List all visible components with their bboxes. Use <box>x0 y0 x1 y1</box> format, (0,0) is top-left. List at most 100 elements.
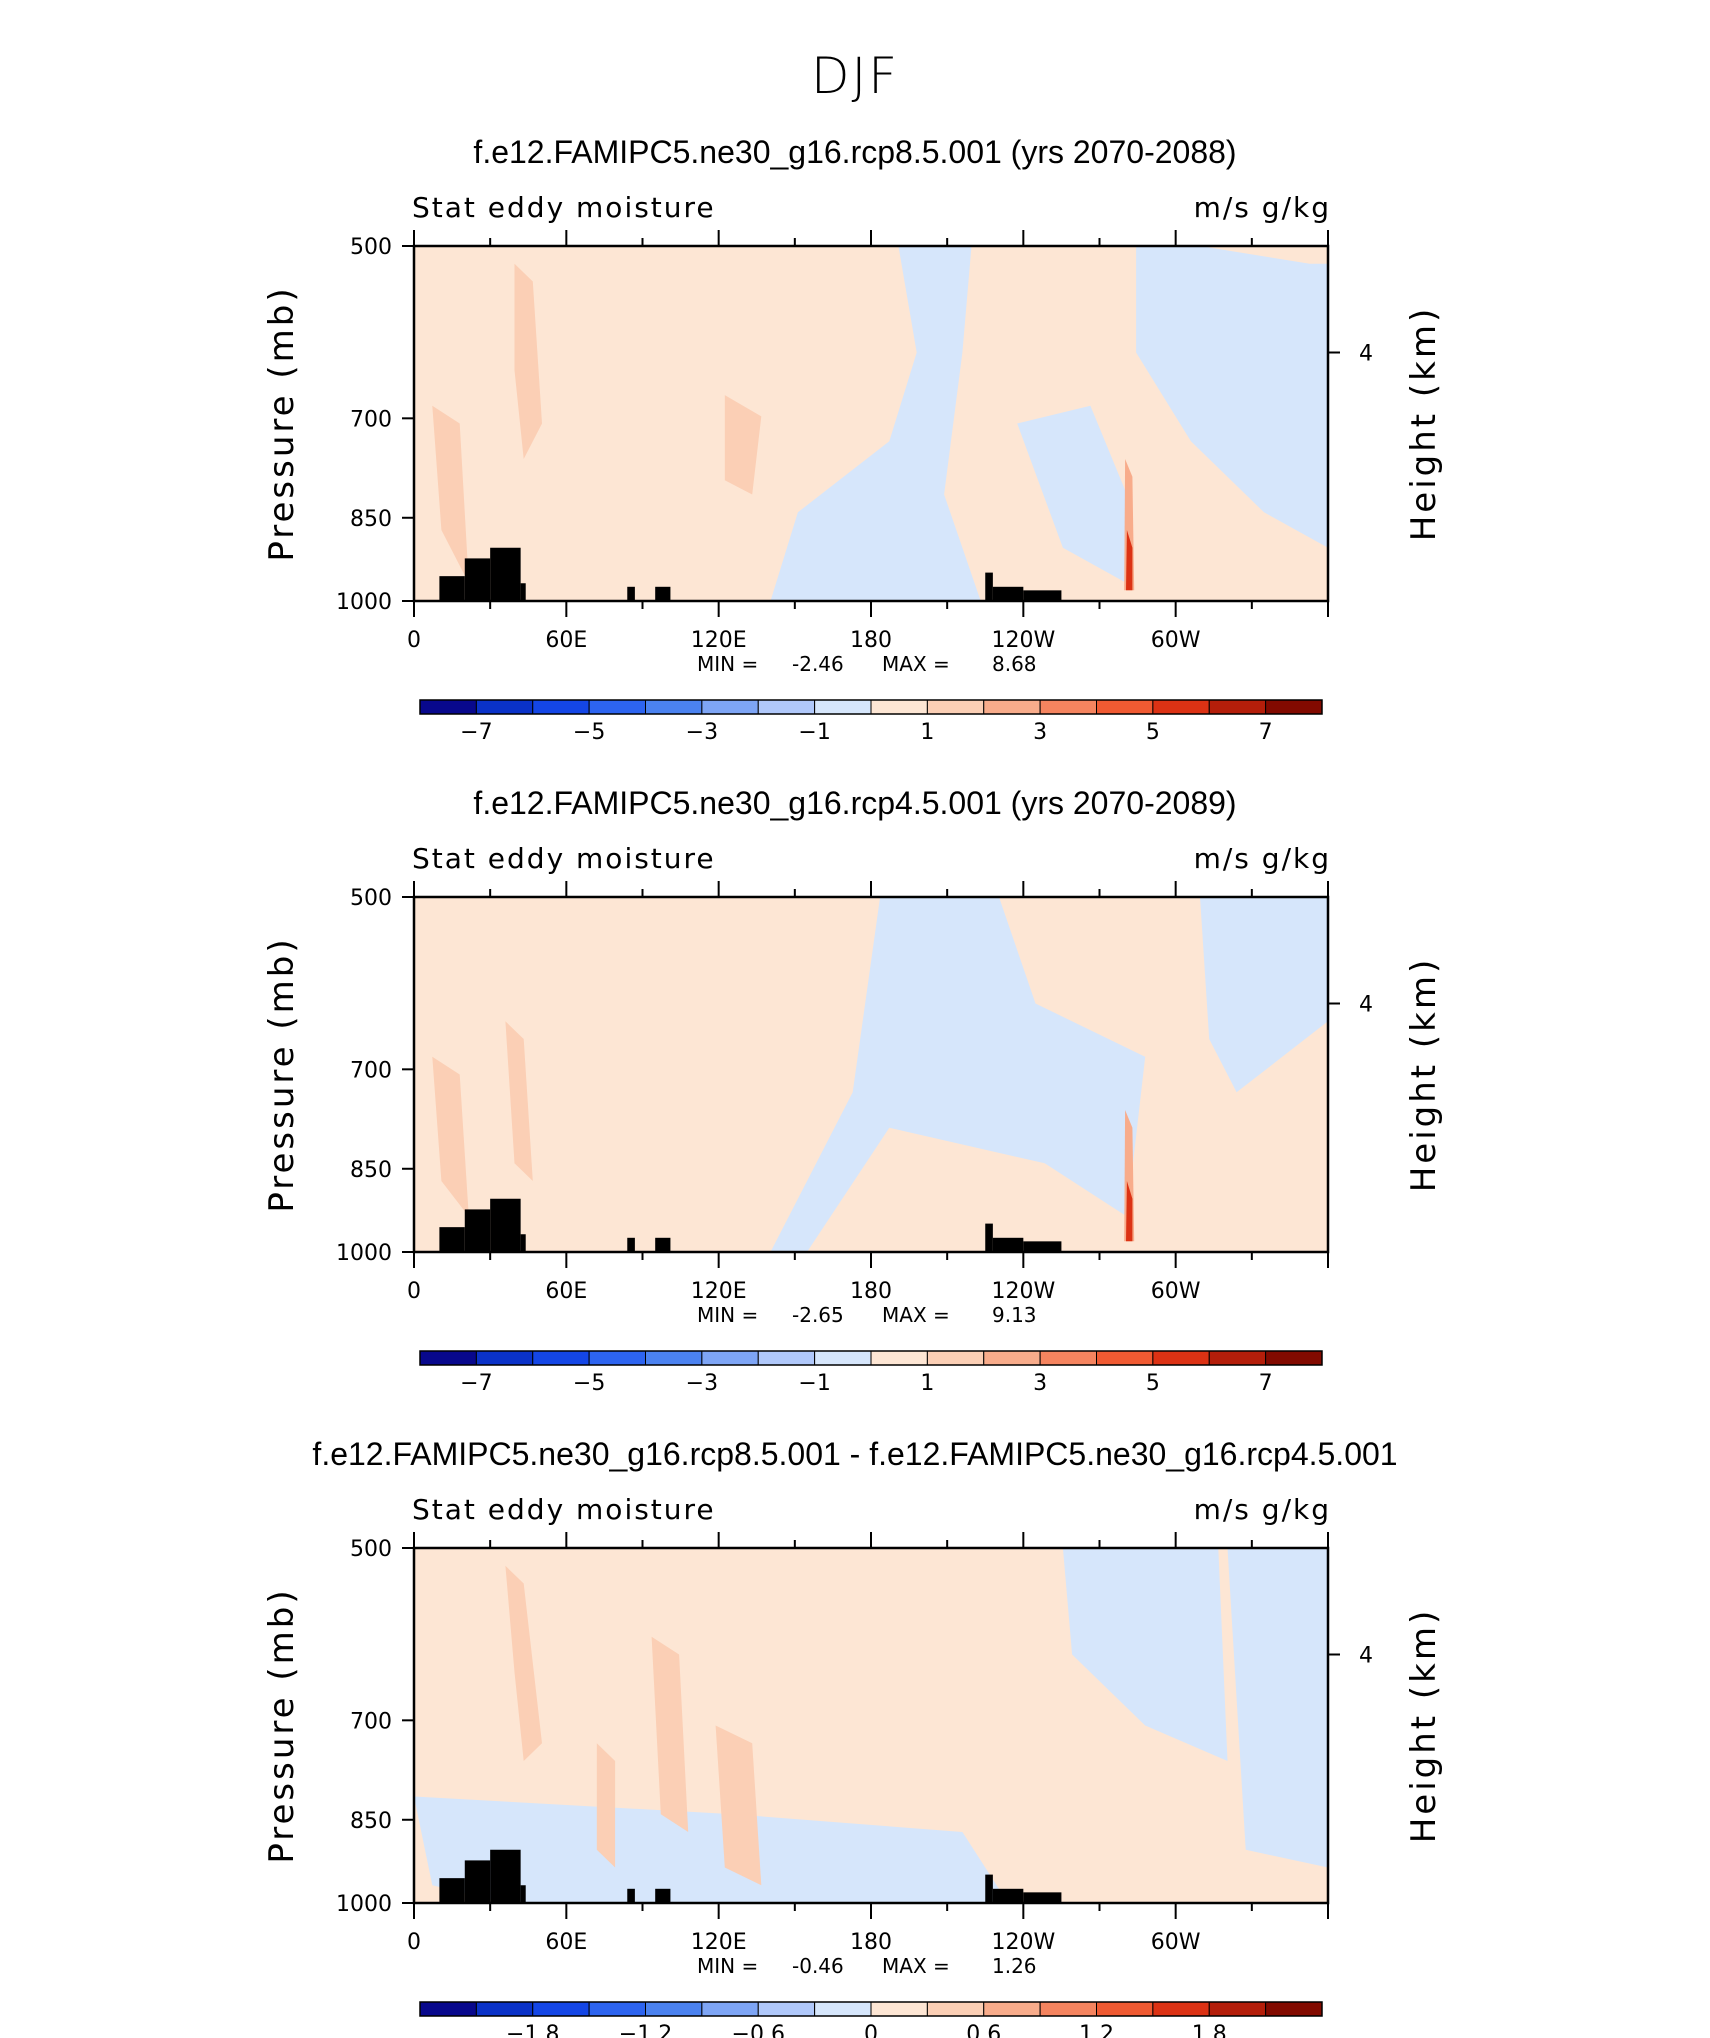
panel-title: f.e12.FAMIPC5.ne30_g16.rcp8.5.001 - f.e1… <box>312 1436 1397 1472</box>
colorbar-label: −3 <box>686 1371 718 1396</box>
colorbar-label: −1.8 <box>506 2022 559 2038</box>
colorbar-box <box>926 1350 985 1366</box>
min-value: -0.46 <box>792 1954 844 1978</box>
contour-region-negative <box>1062 1548 1228 1761</box>
x-tick-label: 120E <box>691 1930 747 1955</box>
topography <box>439 1227 465 1252</box>
y-tick-label: 700 <box>350 1058 392 1083</box>
panel-title: f.e12.FAMIPC5.ne30_g16.rcp8.5.001 (yrs 2… <box>473 134 1236 170</box>
topography <box>655 1237 671 1252</box>
colorbar-box <box>645 699 703 715</box>
topography <box>627 1888 635 1903</box>
contour-region-positive <box>514 263 542 459</box>
y-axis-title: Pressure (mb) <box>262 1587 302 1863</box>
colorbar-label: −1 <box>798 720 830 745</box>
panel-3: f.e12.FAMIPC5.ne30_g16.rcp8.5.001 - f.e1… <box>262 1436 1444 2038</box>
colorbar-box <box>419 699 477 715</box>
min-value: -2.46 <box>792 652 844 676</box>
y-tick-label: 500 <box>350 886 392 911</box>
topography <box>464 558 491 601</box>
colorbar-box <box>1208 699 1267 715</box>
colorbar-box <box>1039 699 1097 715</box>
contour-region-positive <box>432 1056 469 1217</box>
x-tick-label: 60W <box>1151 1279 1201 1304</box>
colorbar-box <box>588 1350 646 1366</box>
max-value: 9.13 <box>992 1303 1037 1327</box>
colorbar-box <box>475 2001 534 2017</box>
y-tick-label: 700 <box>350 1709 392 1734</box>
topography <box>985 1223 993 1252</box>
contour-region-positive <box>596 1743 616 1868</box>
colorbar-box <box>532 2001 590 2017</box>
colorbar-box <box>1208 2001 1267 2017</box>
contour-region-negative <box>1136 246 1328 548</box>
contour-region-positive <box>715 1725 762 1886</box>
topography <box>627 586 635 601</box>
panel-right-label: m/s g/kg <box>1194 191 1331 224</box>
colorbar-frame <box>419 1350 1323 1366</box>
x-tick-label: 0 <box>407 628 421 653</box>
colorbar-box <box>870 699 928 715</box>
contour-region-negative <box>770 246 981 601</box>
y-tick-label: 700 <box>350 407 392 432</box>
figure-title: DJF <box>811 47 899 105</box>
colorbar-label: 5 <box>1146 1371 1160 1396</box>
panel-2: f.e12.FAMIPC5.ne30_g16.rcp4.5.001 (yrs 2… <box>262 785 1444 1396</box>
y-axis-title: Pressure (mb) <box>262 285 302 561</box>
contour-region-positive <box>1126 1181 1133 1242</box>
topography <box>520 1234 526 1252</box>
topography <box>985 1874 993 1903</box>
colorbar-box <box>588 699 646 715</box>
colorbar-label: 7 <box>1259 720 1273 745</box>
colorbar-box <box>701 699 759 715</box>
topography <box>439 576 465 601</box>
topography <box>992 1237 1024 1252</box>
contour-region-negative <box>1200 897 1328 1093</box>
colorbar-box <box>814 2001 872 2017</box>
colorbar-label: 0.6 <box>966 2022 1001 2038</box>
topography <box>1023 1892 1062 1903</box>
colorbar-label: −1.2 <box>619 2022 672 2038</box>
topography <box>992 586 1024 601</box>
topography <box>1023 590 1062 601</box>
colorbar-box <box>645 2001 703 2017</box>
min-value: -2.65 <box>792 1303 844 1327</box>
y2-tick-label: 4 <box>1359 1644 1373 1669</box>
x-tick-label: 120E <box>691 1279 747 1304</box>
colorbar-label: 1.2 <box>1079 2022 1114 2038</box>
max-label: MAX = <box>882 1303 950 1327</box>
colorbar-box <box>532 1350 590 1366</box>
contour-region-positive <box>432 405 469 584</box>
topography <box>627 1237 635 1252</box>
colorbar-label: −5 <box>573 1371 605 1396</box>
colorbar-box <box>475 1350 534 1366</box>
colorbar-box <box>757 699 816 715</box>
panel-left-label: Stat eddy moisture <box>412 191 716 224</box>
x-tick-label: 120W <box>991 1930 1055 1955</box>
panel-right-label: m/s g/kg <box>1194 1493 1331 1526</box>
max-value: 8.68 <box>992 652 1037 676</box>
colorbar-box <box>588 2001 646 2017</box>
colorbar-label: −0.6 <box>732 2022 785 2038</box>
y-tick-label: 500 <box>350 235 392 260</box>
contour-region-negative <box>1227 1548 1328 1868</box>
colorbar-label: −5 <box>573 720 605 745</box>
colorbar-label: 1 <box>920 1371 934 1396</box>
colorbar-label: 5 <box>1146 720 1160 745</box>
topography <box>490 1198 521 1252</box>
topography <box>992 1888 1024 1903</box>
colorbar-box <box>1152 1350 1210 1366</box>
colorbar-box <box>532 699 590 715</box>
colorbar-box <box>1152 2001 1210 2017</box>
x-tick-label: 120W <box>991 628 1055 653</box>
y-tick-label: 500 <box>350 1537 392 1562</box>
x-tick-label: 60W <box>1151 1930 1201 1955</box>
y-tick-label: 1000 <box>336 1241 392 1266</box>
x-tick-label: 60E <box>545 1279 587 1304</box>
panel-right-label: m/s g/kg <box>1194 842 1331 875</box>
colorbar-box <box>1208 1350 1267 1366</box>
colorbar-label: 3 <box>1033 1371 1047 1396</box>
y2-axis-title: Height (km) <box>1404 1608 1444 1844</box>
colorbar-label: −1 <box>798 1371 830 1396</box>
y-tick-label: 1000 <box>336 1892 392 1917</box>
